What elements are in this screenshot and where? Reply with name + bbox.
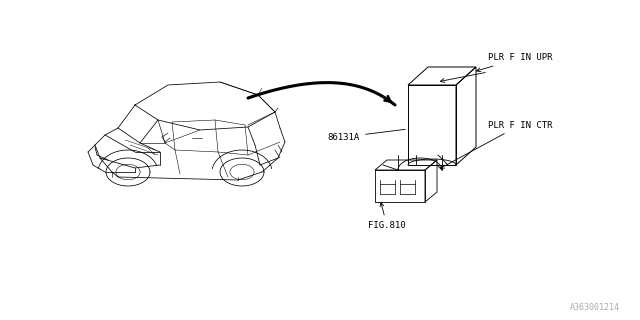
Text: FIG.810: FIG.810	[368, 203, 406, 229]
Text: 86131A: 86131A	[328, 129, 405, 141]
Text: PLR F IN CTR: PLR F IN CTR	[440, 121, 552, 168]
Text: PLR F IN UPR: PLR F IN UPR	[477, 53, 552, 72]
Text: A363001214: A363001214	[570, 303, 620, 312]
